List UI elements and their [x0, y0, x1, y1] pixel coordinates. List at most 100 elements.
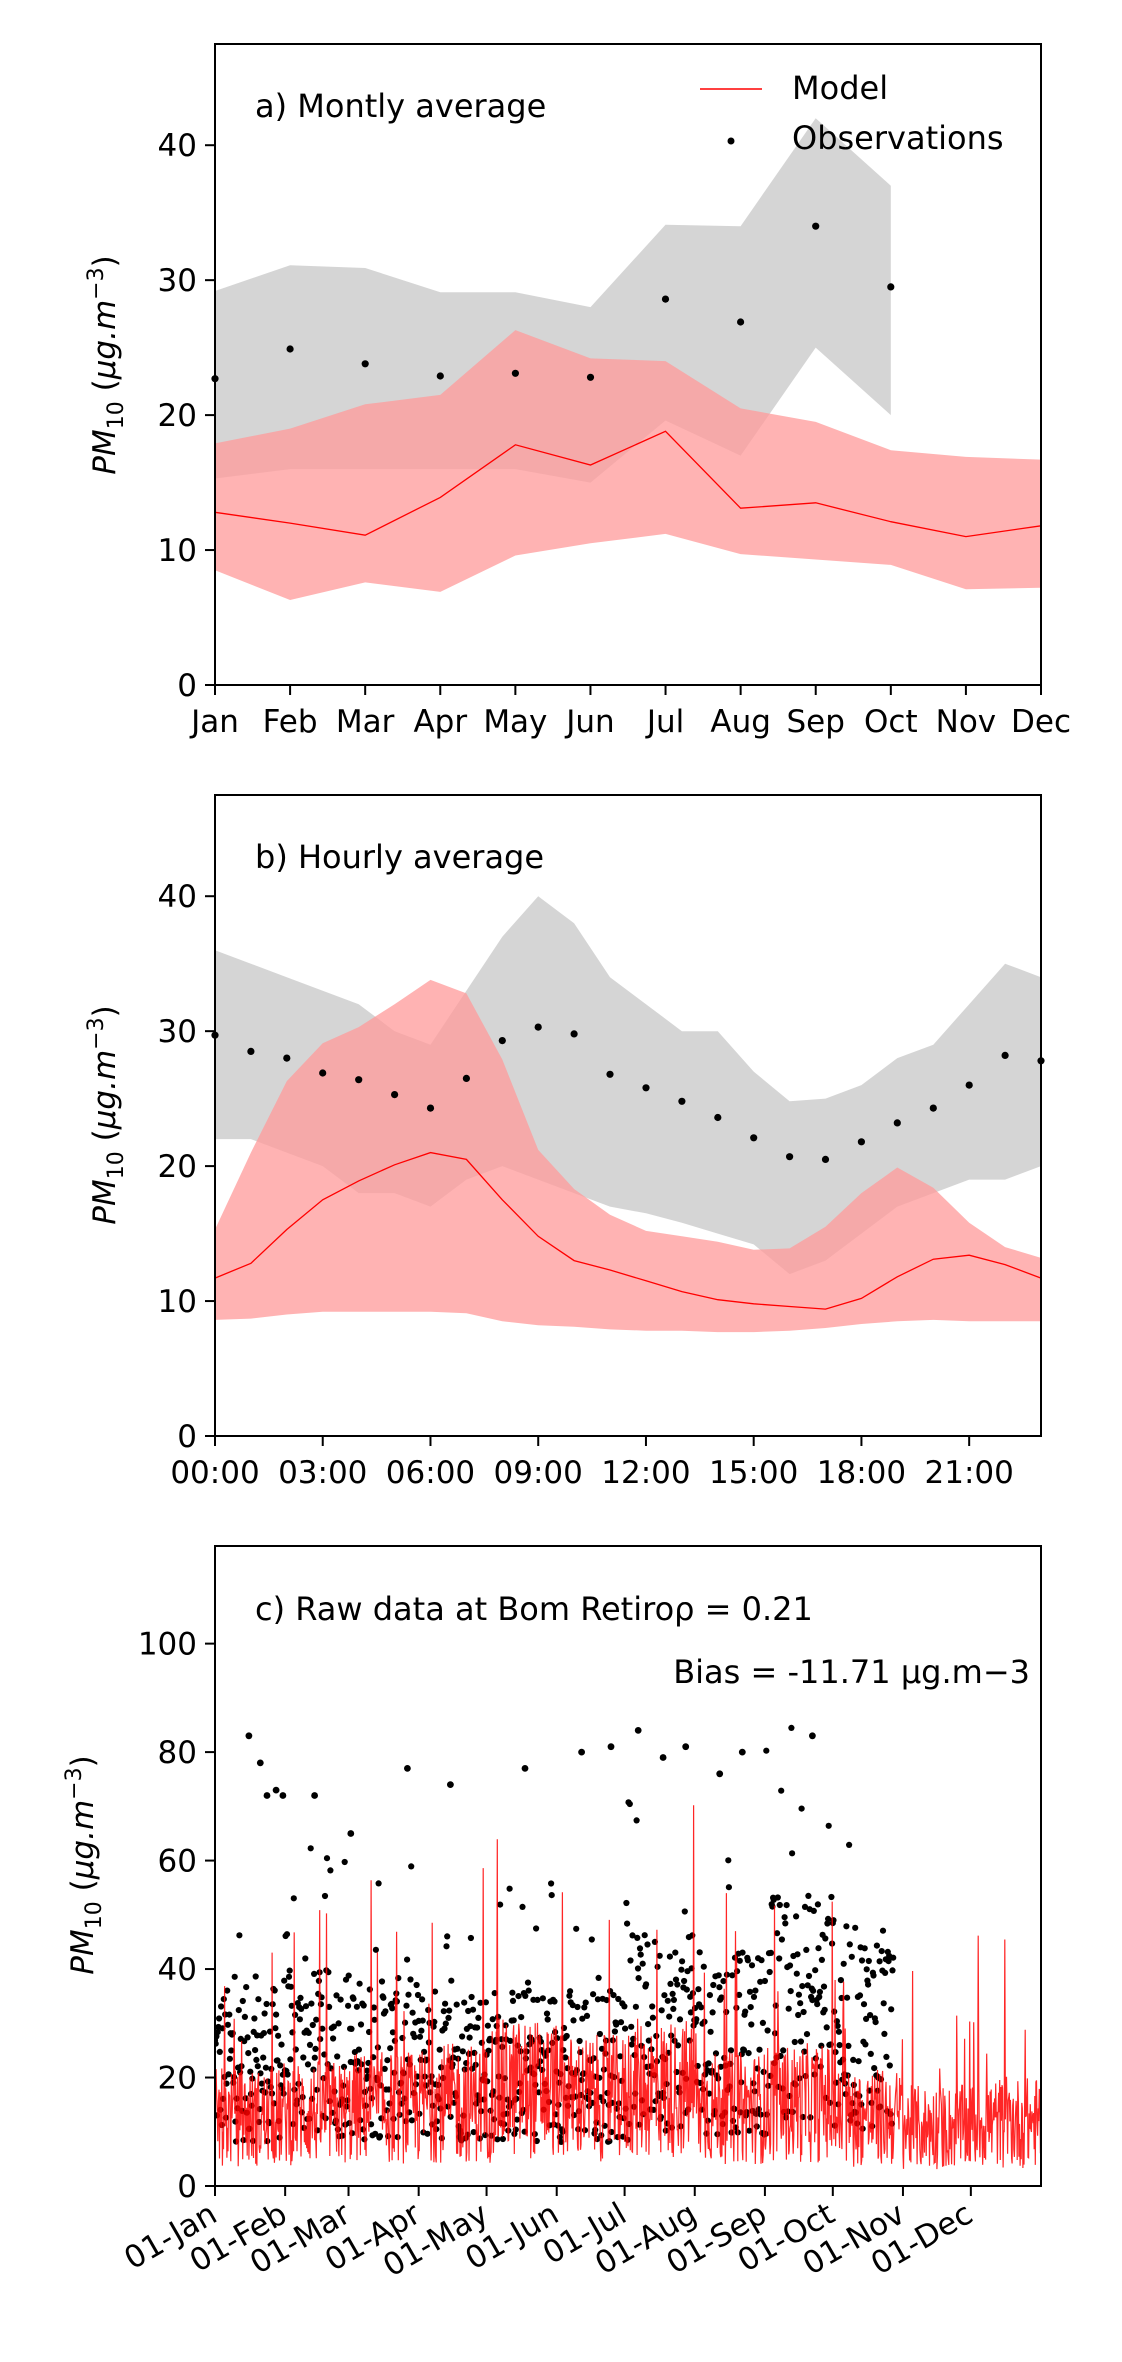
observation-point — [797, 2000, 804, 2007]
observation-point — [277, 2062, 284, 2069]
observation-point — [793, 1913, 800, 1920]
y-tick-label: 60 — [158, 1844, 197, 1880]
observation-point — [220, 1996, 227, 2003]
observation-point — [467, 1934, 474, 1942]
observation-point — [251, 2015, 258, 2022]
observation-point — [758, 1957, 765, 1964]
observation-point — [613, 2021, 620, 2028]
observation-point — [844, 1994, 851, 2001]
observation-point — [522, 1992, 529, 1999]
observation-point — [795, 1991, 803, 1998]
observation-point — [510, 2017, 517, 2024]
observation-point — [667, 1980, 674, 1987]
observation-point — [288, 2002, 295, 2009]
observation-point — [617, 2053, 624, 2060]
observation-point — [241, 2013, 248, 2020]
observation-point — [579, 2015, 586, 2022]
observation-point — [747, 2004, 754, 2011]
legend-observations-swatch — [727, 137, 735, 145]
panel-a-label: a) Montly average — [255, 87, 546, 125]
observation-point — [629, 1932, 636, 1939]
observation-point — [543, 2010, 551, 2017]
observation-point — [218, 2003, 225, 2010]
x-tick-label: Dec — [1011, 704, 1071, 740]
y-tick-label: 20 — [158, 398, 197, 434]
observation-point — [448, 1977, 455, 1984]
observation-point — [519, 1903, 526, 1910]
observation-point — [334, 2053, 341, 2060]
observation-point — [812, 1967, 819, 1974]
observation-point — [785, 2005, 792, 2012]
observation-point — [402, 2019, 409, 2026]
panel-a-ylabel: PM10 (μg.m−3) — [84, 255, 129, 474]
observation-point — [635, 1975, 642, 1982]
observation-point — [828, 1893, 835, 1901]
observation-point — [786, 1153, 794, 1161]
observation-point — [578, 1748, 585, 1756]
observation-point — [750, 1134, 758, 1142]
observation-point — [661, 295, 670, 303]
observation-point — [805, 1972, 813, 1980]
observation-point — [308, 2000, 315, 2007]
observation-point — [312, 2045, 319, 2052]
observation-point — [816, 1988, 824, 1995]
observation-point — [290, 1895, 297, 1902]
panel-b-hourly: 0 10 20 30 40 00:00 03:00 06:00 09:00 12:00 15:00… — [84, 794, 1045, 1491]
observation-point — [499, 2043, 506, 2050]
observation-point — [644, 1941, 651, 1948]
observation-point — [805, 1892, 812, 1899]
observation-point — [353, 2003, 360, 2010]
observation-point — [799, 1983, 806, 1990]
observation-point — [461, 2066, 468, 2073]
observation-point — [497, 1901, 504, 1908]
observation-point — [965, 1081, 973, 1089]
observation-point — [356, 1980, 363, 1987]
observation-point — [870, 1972, 877, 1979]
observation-point — [715, 1972, 722, 1979]
observation-point — [594, 2136, 601, 2143]
observation-point — [893, 1119, 901, 1127]
observation-point — [485, 2047, 492, 2054]
x-tick-label: Apr — [413, 704, 467, 740]
observation-point — [669, 1990, 676, 1997]
panel-b-x-ticks: 00:00 03:00 06:00 09:00 12:00 15:00 18:00 21:00 — [170, 1436, 1014, 1491]
observation-point — [872, 2019, 879, 2026]
observation-point — [857, 1138, 866, 1146]
observation-point — [245, 1732, 253, 1740]
observation-point — [539, 1995, 547, 2002]
observation-point — [272, 2025, 279, 2032]
observation-point — [378, 1978, 386, 1985]
observation-point — [321, 1892, 329, 1900]
observation-point — [252, 2047, 259, 2054]
observation-point — [263, 1792, 271, 1799]
observation-point — [319, 2025, 326, 2032]
observation-point — [283, 1931, 291, 1938]
y-tick-label: 30 — [158, 263, 197, 299]
observation-point — [643, 1981, 650, 1988]
observation-point — [679, 1958, 686, 1965]
observation-point — [843, 1923, 850, 1930]
observation-point — [345, 2002, 352, 2009]
observation-point — [271, 1987, 278, 1994]
x-tick-label: Sep — [787, 704, 845, 740]
observation-point — [228, 2047, 235, 2054]
observation-point — [524, 1979, 532, 1986]
panel-a-lines — [214, 430, 1042, 538]
observation-point — [821, 1155, 830, 1163]
observation-point — [258, 2080, 265, 2087]
observation-point — [502, 2022, 509, 2029]
observation-point — [858, 1957, 866, 1964]
observation-point — [216, 2015, 223, 2022]
observation-point — [659, 1754, 667, 1761]
observation-point — [573, 1925, 580, 1932]
observation-point — [803, 2031, 811, 2038]
observation-point — [499, 2135, 506, 2143]
observation-point — [404, 1956, 411, 1963]
panel-c-y-ticks: 0 20 40 60 80 100 — [138, 1627, 215, 2205]
observation-point — [634, 1965, 642, 1972]
observation-point — [226, 2055, 233, 2062]
x-tick-label: Nov — [936, 704, 997, 740]
observation-point — [627, 1957, 634, 1964]
observation-point — [862, 2041, 869, 2048]
observation-point — [764, 2027, 771, 2034]
